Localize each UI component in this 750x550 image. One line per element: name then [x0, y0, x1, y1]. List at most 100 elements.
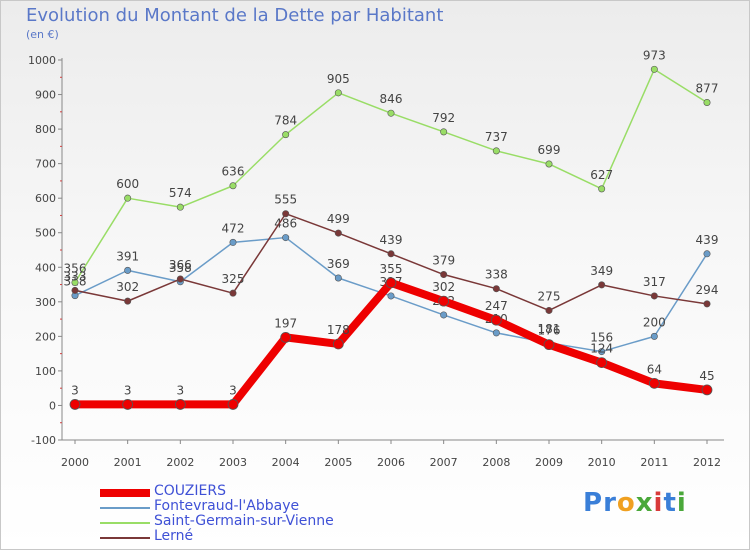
data-point: [492, 285, 500, 293]
data-point: [124, 194, 132, 202]
data-point: [490, 314, 502, 326]
data-point: [174, 399, 186, 410]
data-label: 737: [485, 130, 508, 144]
legend-label: COUZIERS: [154, 483, 226, 499]
x-tick-label: 2002: [166, 456, 194, 469]
legend-swatch: [100, 507, 150, 509]
data-point: [703, 98, 711, 106]
data-label: 600: [116, 177, 139, 191]
data-label: 699: [538, 143, 561, 157]
y-tick-label: 0: [49, 399, 56, 412]
y-tick-label: 500: [35, 227, 56, 240]
data-point: [124, 297, 132, 305]
y-tick-label: 100: [35, 365, 56, 378]
data-label: 439: [696, 233, 719, 247]
y-tick-label: 900: [35, 89, 56, 102]
data-point: [334, 89, 342, 97]
data-point: [545, 160, 553, 168]
data-label: 176: [538, 324, 561, 338]
x-tick-label: 2000: [61, 456, 89, 469]
data-label: 156: [590, 331, 613, 345]
x-tick-label: 2001: [114, 456, 142, 469]
data-point: [282, 234, 290, 242]
y-tick-label: 300: [35, 296, 56, 309]
legend-label: Lerné: [154, 528, 194, 544]
y-tick-label: 200: [35, 330, 56, 343]
x-tick-label: 2011: [640, 456, 668, 469]
data-label: 366: [169, 258, 192, 272]
y-tick-label: 400: [35, 261, 56, 274]
x-tick-label: 2007: [430, 456, 458, 469]
data-label: 355: [380, 262, 403, 276]
data-label: 294: [696, 283, 719, 297]
data-label: 302: [432, 280, 455, 294]
data-label: 472: [222, 221, 245, 235]
data-point: [387, 109, 395, 117]
y-tick-label: 800: [35, 123, 56, 136]
data-label: 973: [643, 48, 666, 62]
data-label: 349: [590, 264, 613, 278]
data-point: [701, 384, 713, 396]
x-tick-label: 2009: [535, 456, 563, 469]
y-tick-label: -100: [31, 434, 56, 447]
x-tick-label: 2004: [272, 456, 300, 469]
data-label: 574: [169, 186, 192, 200]
data-label: 627: [590, 168, 613, 182]
data-point: [282, 131, 290, 139]
x-tick-label: 2005: [324, 456, 352, 469]
x-tick-label: 2010: [588, 456, 616, 469]
data-point: [543, 339, 555, 351]
data-label: 846: [380, 92, 403, 106]
data-point: [598, 348, 606, 356]
data-label: 391: [116, 249, 139, 263]
data-point: [596, 357, 608, 369]
legend-swatch: [100, 537, 150, 539]
data-point: [176, 203, 184, 211]
legend-swatch: [100, 522, 150, 524]
data-label: 333: [64, 269, 87, 283]
data-label: 3: [124, 383, 132, 397]
data-point: [229, 238, 237, 246]
data-label: 275: [538, 289, 561, 303]
data-point: [440, 311, 448, 319]
data-label: 555: [274, 193, 297, 207]
data-point: [282, 210, 290, 218]
data-label: 379: [432, 254, 455, 268]
x-tick-label: 2008: [482, 456, 510, 469]
data-label: 792: [432, 111, 455, 125]
data-label: 197: [274, 316, 297, 330]
data-point: [438, 295, 450, 307]
data-point: [703, 250, 711, 258]
data-point: [385, 277, 397, 289]
data-point: [122, 399, 134, 410]
data-point: [492, 329, 500, 337]
data-label: 124: [590, 342, 613, 356]
data-label: 338: [485, 268, 508, 282]
data-label: 181: [538, 322, 561, 336]
proxiti-logo: Proxiti: [583, 488, 687, 518]
y-tick-label: 1000: [28, 54, 56, 67]
data-label: 877: [696, 81, 719, 95]
legend-label: Fontevraud-l'Abbaye: [154, 498, 300, 514]
data-point: [334, 274, 342, 282]
data-label: 3: [229, 383, 237, 397]
y-tick-label: 700: [35, 158, 56, 171]
data-label: 486: [274, 217, 297, 231]
data-point: [71, 286, 79, 294]
x-tick-label: 2006: [377, 456, 405, 469]
data-label: 45: [699, 369, 714, 383]
data-label: 247: [485, 299, 508, 313]
chart-unit-label: (en €): [26, 28, 59, 41]
data-label: 200: [643, 315, 666, 329]
data-label: 3: [177, 383, 185, 397]
data-point: [703, 300, 711, 308]
data-label: 325: [222, 272, 245, 286]
data-point: [227, 399, 239, 410]
data-point: [229, 289, 237, 297]
data-point: [280, 331, 292, 343]
data-point: [387, 292, 395, 300]
data-point: [387, 250, 395, 258]
data-label: 369: [327, 257, 350, 271]
